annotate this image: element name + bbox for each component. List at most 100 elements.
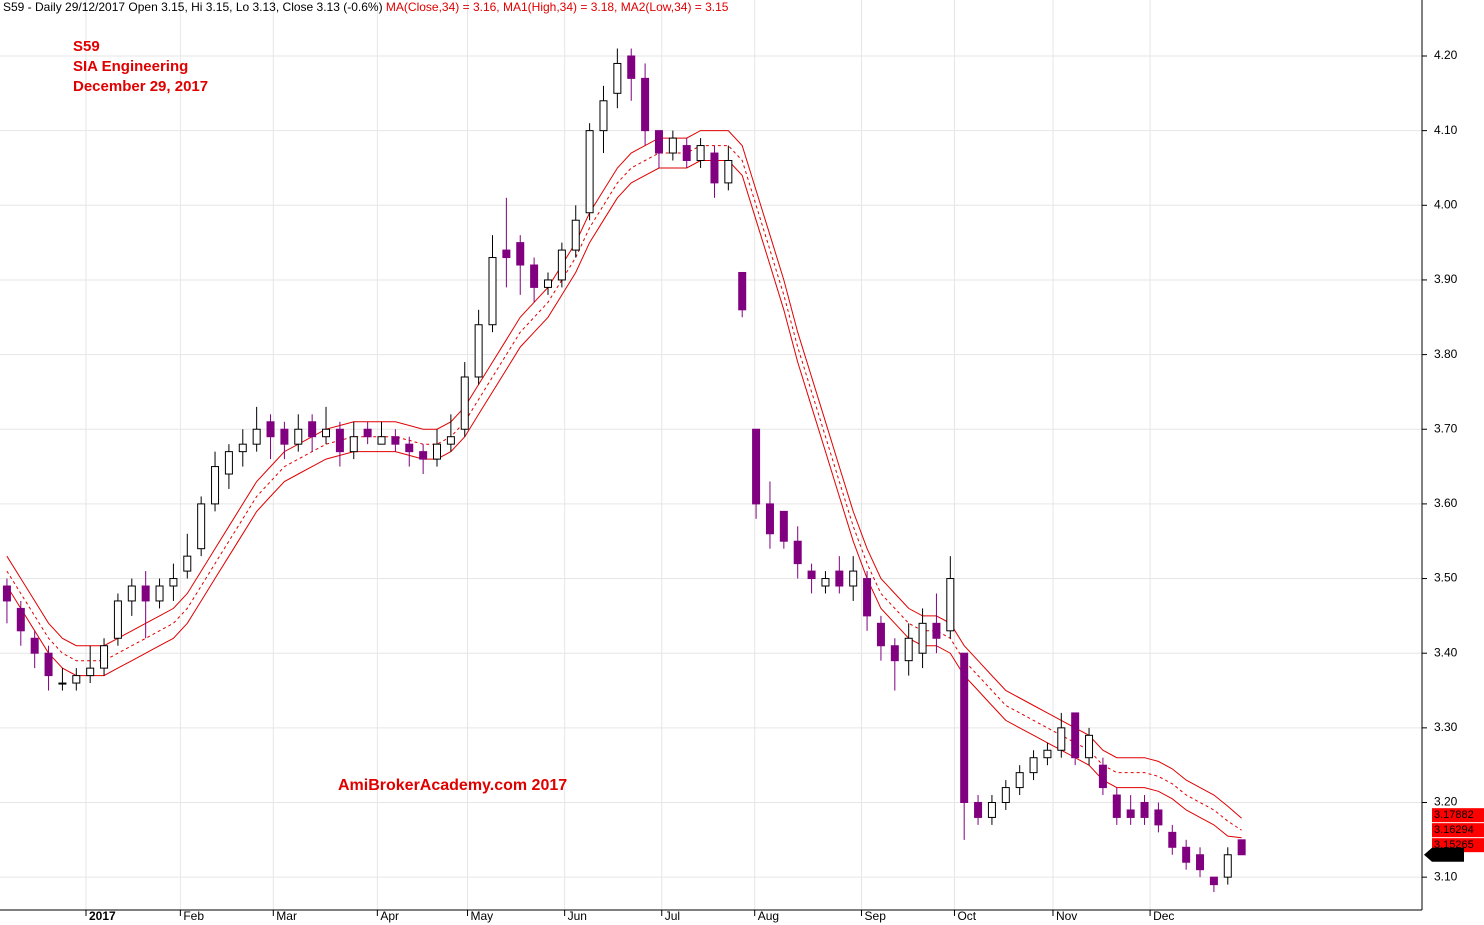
candle-body [1140, 802, 1149, 818]
y-tick-label: 3.30 [1434, 720, 1458, 734]
header-ma: MA1(High,34) = 3.18, [503, 0, 617, 14]
candle-body [682, 145, 691, 162]
candle-body [86, 667, 95, 677]
x-tick-label: Jun [568, 909, 587, 923]
candle-body [1154, 809, 1163, 826]
candle-body [599, 100, 608, 132]
grid [0, 0, 1422, 910]
x-tick-label: Nov [1056, 909, 1077, 923]
y-tick-label: 3.80 [1434, 347, 1458, 361]
y-tick-label: 3.90 [1434, 272, 1458, 286]
y-tick-label: 3.10 [1434, 869, 1458, 883]
candle-body [1085, 734, 1094, 759]
candle-body [391, 436, 400, 445]
candle-body [1223, 854, 1232, 878]
candle-body [1168, 831, 1177, 848]
value-box [1424, 847, 1464, 862]
x-tick-label: Jul [665, 909, 680, 923]
candle-body [918, 622, 927, 654]
x-tick-label: Feb [183, 909, 204, 923]
chart-date: December 29, 2017 [73, 78, 208, 95]
candle-body [211, 466, 220, 505]
header: S59 - Daily 29/12/2017 Open 3.15, Hi 3.1… [3, 0, 729, 14]
candle-body [405, 443, 414, 453]
candle-body [1112, 794, 1121, 818]
candle-body [30, 637, 39, 654]
y-tick-label: 3.70 [1434, 421, 1458, 435]
y-tick-label: 3.40 [1434, 645, 1458, 659]
candle-body [779, 510, 788, 542]
candle-body [308, 421, 317, 438]
candle-body [641, 77, 650, 132]
y-tick-label: 3.50 [1434, 571, 1458, 585]
candle-body [654, 130, 663, 154]
candle-body [183, 555, 192, 572]
candle-body [987, 802, 996, 818]
candle-body [335, 428, 344, 453]
candle-body [946, 578, 955, 632]
chart-title: S59 [73, 38, 100, 55]
candle-body [516, 242, 525, 266]
candle-body [1057, 727, 1066, 751]
y-tick-label: 4.00 [1434, 197, 1458, 211]
y-tick-label: 4.10 [1434, 123, 1458, 137]
value-label: 3.16294 [1434, 824, 1474, 836]
candle-body [44, 652, 53, 677]
candle-body [849, 570, 858, 587]
candle-body [821, 578, 830, 587]
candle-body [488, 257, 497, 326]
candle-body [765, 503, 774, 535]
candle-body [863, 578, 872, 617]
candle-body [238, 443, 247, 453]
candle-body [460, 376, 469, 430]
moving-average-line [6, 160, 1242, 839]
x-tick-label: Aug [758, 909, 779, 923]
candle-body [377, 436, 386, 445]
moving-average-line [6, 130, 1242, 819]
candle-body [724, 160, 733, 184]
candle-body [224, 451, 233, 475]
candle-body [613, 62, 622, 94]
candle-body [932, 622, 941, 639]
value-box [1432, 808, 1484, 823]
candle-body [557, 249, 566, 281]
candle-body [1001, 787, 1010, 804]
candle-body [280, 428, 289, 445]
candle-body [363, 428, 372, 438]
candle-body [1209, 876, 1218, 886]
x-tick-label: 2017 [89, 909, 116, 923]
header-ma: MA(Close,34) = 3.16, [386, 0, 500, 14]
candle-body [2, 585, 11, 602]
candle-body [835, 570, 844, 587]
candle-body [696, 145, 705, 162]
candle-body [793, 540, 802, 565]
candle-body [1182, 846, 1191, 863]
marks [2, 48, 1246, 893]
candle-body [294, 428, 303, 445]
candle-body [668, 137, 677, 154]
candle-body [474, 324, 483, 378]
value-label: 3.17882 [1434, 809, 1474, 821]
watermark: AmiBrokerAcademy.com 2017 [338, 777, 567, 794]
candle-body [1015, 772, 1024, 789]
candle-body [349, 436, 358, 453]
candle-body [1126, 809, 1135, 818]
header-info: S59 - Daily 29/12/2017 Open 3.15, Hi 3.1… [3, 0, 383, 14]
candle-body [710, 152, 719, 184]
candle-body [571, 219, 580, 251]
candle-body [627, 55, 636, 79]
candle-body [1237, 839, 1246, 856]
candle-body [543, 279, 552, 288]
y-tick-label: 4.20 [1434, 48, 1458, 62]
candle-body [1196, 854, 1205, 871]
candle-body [155, 585, 164, 602]
candle-body [446, 436, 455, 445]
moving-average-line [6, 145, 1242, 831]
candle-body [113, 600, 122, 639]
candle-body [16, 607, 25, 632]
x-tick-label: Oct [957, 909, 976, 923]
x-tick-label: Sep [865, 909, 887, 923]
candle-body [974, 802, 983, 818]
